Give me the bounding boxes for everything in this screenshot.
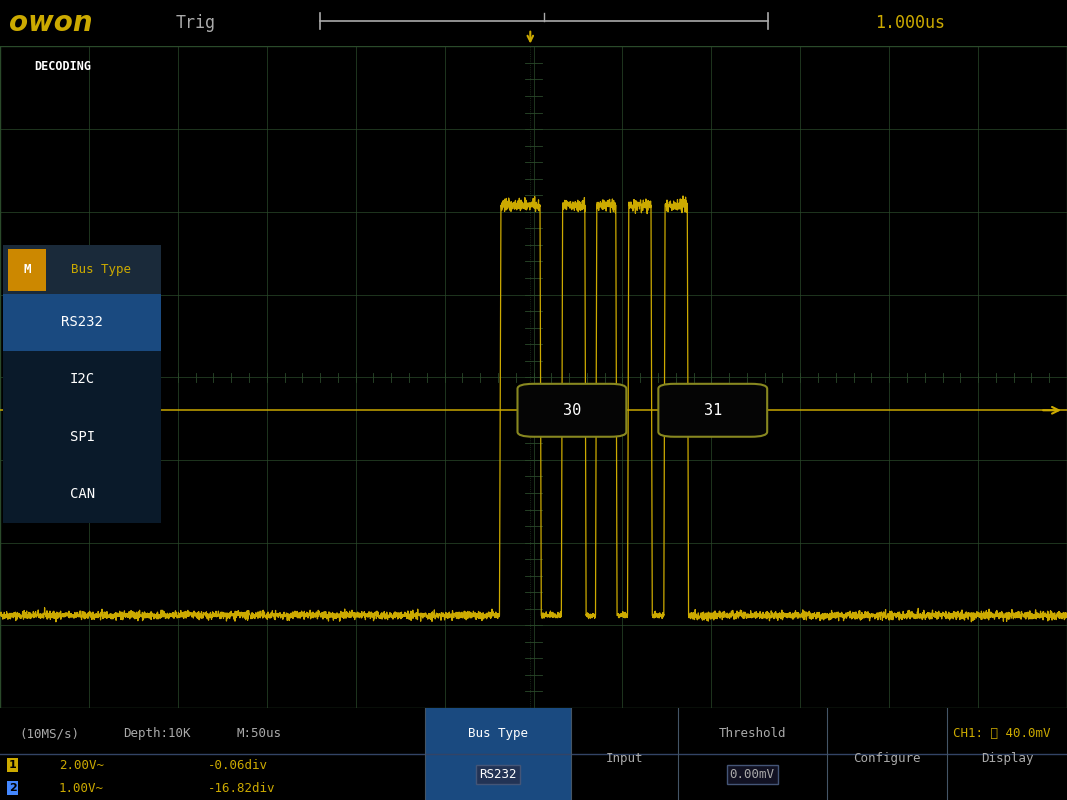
Bar: [3, 351, 161, 408]
Bar: [3, 245, 161, 294]
FancyBboxPatch shape: [517, 384, 626, 437]
Text: Trig: Trig: [176, 14, 216, 32]
Text: (10MS/s): (10MS/s): [19, 727, 79, 740]
FancyBboxPatch shape: [658, 384, 767, 437]
Text: 2.00V~: 2.00V~: [59, 758, 103, 771]
Bar: [3, 408, 161, 466]
Text: I2C: I2C: [69, 373, 95, 386]
Text: RS232: RS232: [479, 768, 516, 781]
Text: -0.06div: -0.06div: [208, 758, 268, 771]
Text: owon: owon: [9, 10, 92, 37]
Text: Configure: Configure: [854, 752, 921, 765]
Text: 30: 30: [562, 402, 582, 418]
FancyBboxPatch shape: [7, 249, 46, 290]
Text: -16.82div: -16.82div: [208, 782, 275, 794]
Text: Depth:10K: Depth:10K: [123, 727, 190, 740]
Bar: [3, 294, 161, 351]
Text: CAN: CAN: [69, 487, 95, 501]
Text: 1.00V~: 1.00V~: [59, 782, 103, 794]
Text: SPI: SPI: [69, 430, 95, 444]
Text: Input: Input: [605, 752, 643, 765]
Text: DECODING: DECODING: [34, 59, 91, 73]
Text: Display: Display: [981, 752, 1034, 765]
Text: 0.00mV: 0.00mV: [730, 768, 775, 781]
Text: 31: 31: [703, 402, 722, 418]
Text: M:50us: M:50us: [237, 727, 282, 740]
Text: 1.000us: 1.000us: [875, 14, 945, 32]
Text: M: M: [23, 262, 31, 276]
Text: Threshold: Threshold: [718, 727, 786, 740]
Text: RS232: RS232: [61, 315, 103, 329]
Text: CH1: ∯ 40.0mV: CH1: ∯ 40.0mV: [954, 727, 1051, 740]
Bar: [3, 466, 161, 522]
Bar: [425, 708, 571, 800]
Text: 1: 1: [9, 760, 17, 770]
Text: Bus Type: Bus Type: [71, 262, 131, 276]
Text: 2: 2: [9, 783, 17, 793]
Text: Bus Type: Bus Type: [467, 727, 528, 740]
